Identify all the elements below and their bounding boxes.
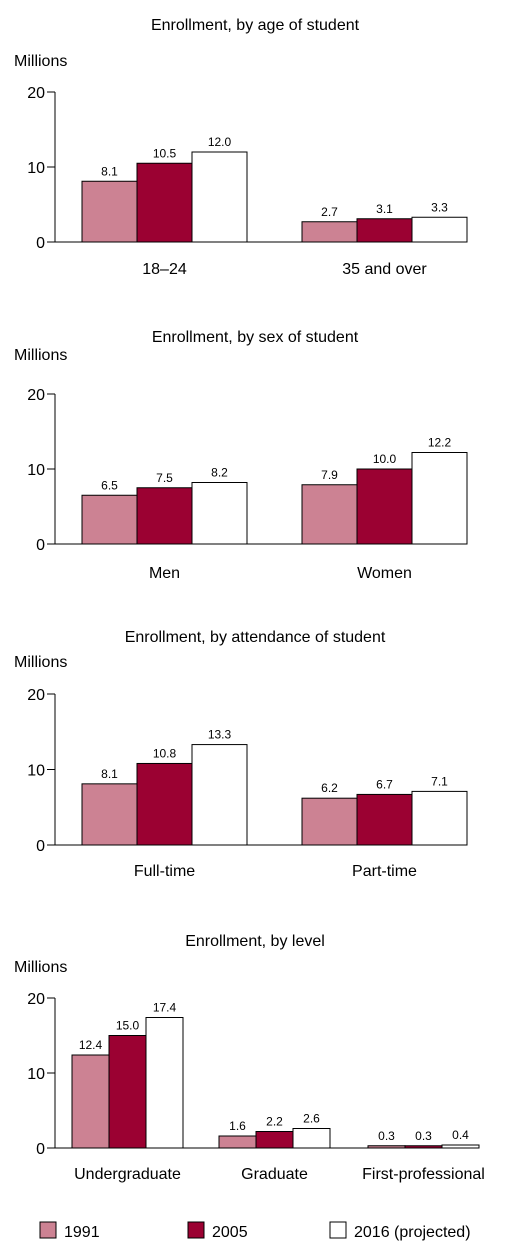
bar-2005 (356, 793, 413, 846)
category-label: Graduate (241, 1166, 308, 1183)
bar-2005 (136, 487, 193, 545)
data-label: 2.6 (303, 1112, 320, 1126)
bar-2016 (411, 790, 468, 846)
data-label: 2.2 (266, 1115, 283, 1129)
data-label: 1.6 (229, 1119, 246, 1133)
category-label: 35 and over (342, 261, 427, 278)
data-label: 15.0 (116, 1019, 140, 1033)
chart-title: Enrollment, by attendance of student (125, 629, 386, 646)
data-label: 12.4 (79, 1038, 103, 1052)
y-axis-label: Millions (14, 959, 67, 976)
chart-1: Enrollment, by age of student Millions 0 10… (14, 17, 468, 278)
data-label: 6.7 (376, 777, 393, 791)
legend-label-2005: 2005 (212, 1224, 248, 1241)
bar-1991 (81, 783, 138, 846)
y-axis-label: Millions (14, 347, 67, 364)
data-label: 10.0 (373, 452, 397, 466)
category-label: 18–24 (142, 261, 187, 278)
bar-2016 (191, 482, 248, 545)
legend-swatch-2016 (329, 1221, 347, 1239)
category-label: Men (149, 565, 180, 582)
category-label: Part-time (352, 863, 417, 880)
bar-1991 (71, 1054, 110, 1149)
bar-2016 (145, 1017, 184, 1149)
legend: 1991 2005 2016 (projected) (39, 1221, 471, 1241)
data-label: 17.4 (153, 1001, 177, 1015)
data-label: 8.1 (101, 164, 118, 178)
legend-label-1991: 1991 (64, 1224, 100, 1241)
data-label: 7.9 (321, 468, 338, 482)
data-label: 6.2 (321, 781, 338, 795)
y-tick-label: 20 (27, 387, 45, 404)
bar-2016 (191, 744, 248, 846)
y-axis-label: Millions (14, 53, 67, 70)
y-tick-label: 10 (27, 160, 45, 177)
data-label: 8.1 (101, 767, 118, 781)
bar-1991 (301, 221, 358, 243)
legend-swatch-1991 (39, 1221, 57, 1239)
data-label: 3.1 (376, 202, 393, 216)
category-label: First-professional (362, 1166, 485, 1183)
data-label: 13.3 (208, 728, 232, 742)
bar-2005 (108, 1035, 147, 1149)
data-label: 7.5 (156, 471, 173, 485)
category-label: Undergraduate (74, 1166, 181, 1183)
y-tick-label: 0 (36, 537, 45, 554)
data-label: 10.5 (153, 146, 177, 160)
legend-label-2016: 2016 (projected) (354, 1224, 471, 1241)
chart-title: Enrollment, by level (185, 933, 325, 950)
data-label: 0.3 (378, 1129, 395, 1143)
category-label: Full-time (134, 863, 195, 880)
y-tick-label: 0 (36, 1141, 45, 1158)
y-tick-label: 20 (27, 687, 45, 704)
bar-2005 (356, 218, 413, 243)
y-tick-label: 10 (27, 462, 45, 479)
y-axis-label: Millions (14, 654, 67, 671)
bar-1991 (81, 494, 138, 545)
data-label: 6.5 (101, 478, 118, 492)
y-tick-label: 0 (36, 838, 45, 855)
bar-1991 (301, 484, 358, 545)
data-label: 12.2 (428, 436, 452, 450)
data-label: 0.3 (415, 1129, 432, 1143)
bar-2016 (292, 1128, 331, 1149)
data-label: 10.8 (153, 746, 177, 760)
data-label: 12.0 (208, 135, 232, 149)
y-tick-label: 20 (27, 991, 45, 1008)
bar-2016 (191, 151, 248, 243)
bar-1991 (81, 180, 138, 243)
bar-2016 (411, 452, 468, 545)
chart-title: Enrollment, by age of student (151, 17, 360, 34)
chart-3: Enrollment, by attendance of student Mill… (14, 629, 468, 880)
bar-2005 (136, 762, 193, 846)
chart-4: Enrollment, by level Millions 0 10 20 12.4 15.… (14, 933, 485, 1183)
data-label: 8.2 (211, 466, 228, 480)
data-label: 7.1 (431, 774, 448, 788)
y-tick-label: 20 (27, 85, 45, 102)
chart-2: Enrollment, by sex of student Millions 0 10… (14, 329, 468, 582)
legend-swatch-2005 (187, 1221, 205, 1239)
bar-2005 (356, 468, 413, 545)
y-tick-label: 10 (27, 1066, 45, 1083)
chart-title: Enrollment, by sex of student (152, 329, 359, 346)
y-tick-label: 0 (36, 235, 45, 252)
data-label: 2.7 (321, 205, 338, 219)
y-tick-label: 10 (27, 763, 45, 780)
bar-2016 (411, 216, 468, 243)
bar-1991 (218, 1135, 257, 1149)
bar-1991 (301, 797, 358, 846)
bar-2005 (136, 162, 193, 243)
category-label: Women (357, 565, 412, 582)
data-label: 3.3 (431, 200, 448, 214)
data-label: 0.4 (452, 1128, 469, 1142)
bar-2005 (255, 1131, 294, 1149)
